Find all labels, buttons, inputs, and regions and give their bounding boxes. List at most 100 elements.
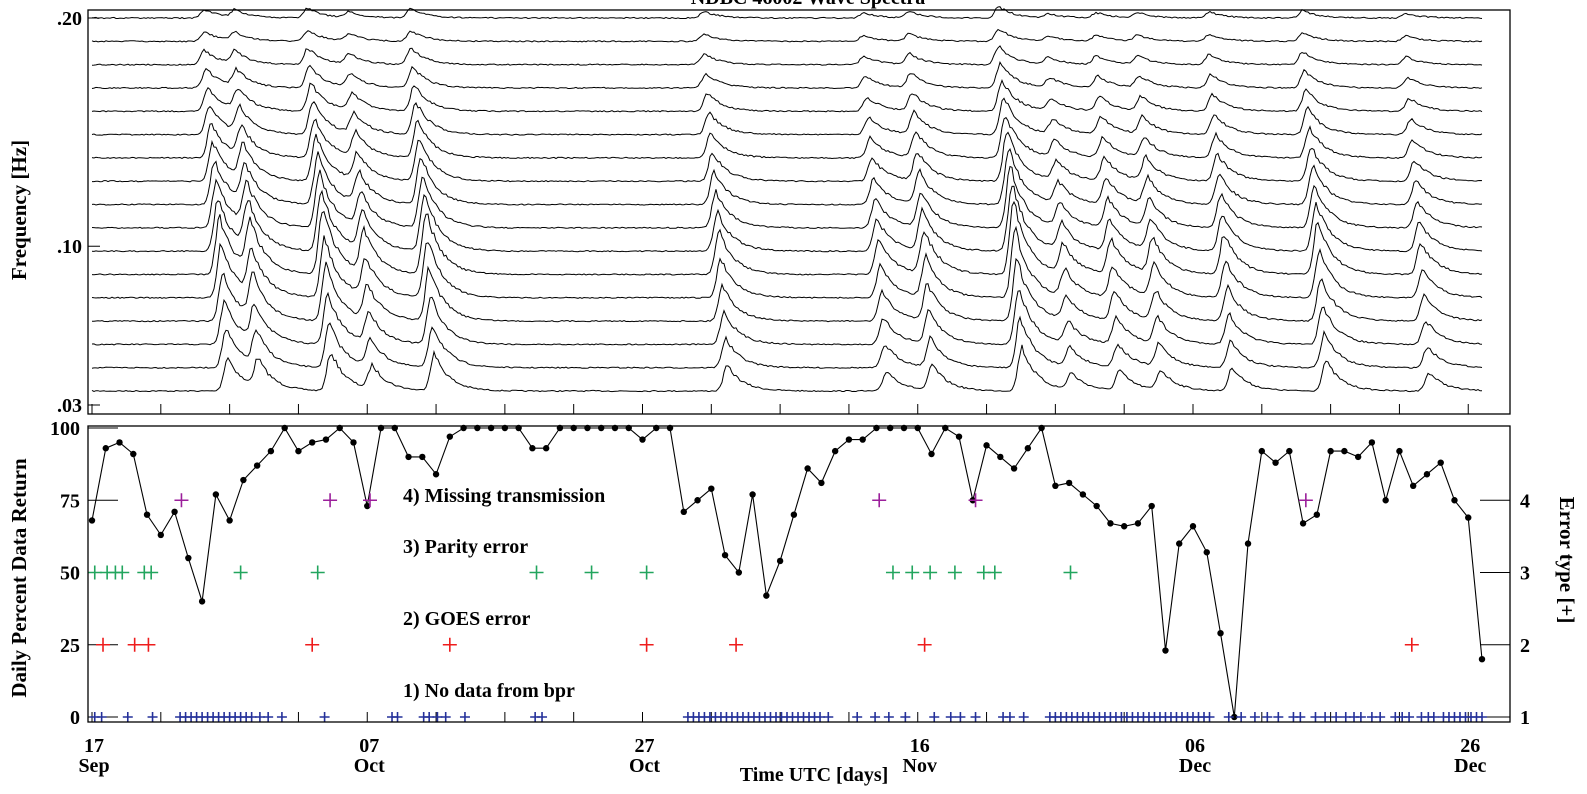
percent-return-point (253, 462, 261, 469)
no-data-bpr-marker (1320, 712, 1331, 722)
chart-title: NDBC 46002 Wave Spectra (691, 0, 926, 9)
goes-error-marker (1404, 637, 1419, 652)
spectra-panel-frame (87, 9, 1511, 415)
time-tick-label-day: 06 (1185, 735, 1205, 757)
percent-return-point (419, 453, 426, 461)
percent-return-point (997, 453, 1004, 461)
no-data-bpr-marker (122, 712, 133, 722)
percent-return-point (721, 551, 729, 559)
goes-error-marker (729, 637, 744, 652)
no-data-bpr-marker (955, 712, 966, 722)
percent-return-point (1079, 491, 1087, 498)
goes-error-marker (96, 637, 111, 652)
percent-tick-label: 25 (60, 635, 80, 657)
percent-return-point (680, 508, 687, 516)
percent-return-point (1354, 453, 1362, 461)
legend-missing-transmission: 4) Missing transmission (403, 485, 605, 507)
percent-return-point (1465, 514, 1472, 521)
goes-error-marker (639, 637, 654, 652)
time-tick-label-day: 16 (910, 735, 930, 757)
error-type-markers (87, 493, 1487, 722)
percent-return-point (171, 508, 178, 516)
no-data-bpr-marker (1004, 712, 1015, 722)
no-data-bpr-marker (1477, 712, 1487, 722)
percent-return-point (1423, 471, 1431, 478)
no-data-bpr-marker (440, 712, 451, 722)
missing-transmission-marker (872, 493, 887, 508)
time-tick-label-day: 26 (1460, 735, 1480, 757)
percent-return-line (91, 426, 1483, 718)
no-data-bpr-marker (823, 712, 834, 722)
percent-tick-label: 50 (60, 563, 80, 585)
no-data-bpr-marker (263, 712, 274, 722)
spectral-trace (91, 97, 1483, 136)
goes-error-marker (442, 637, 457, 652)
parity-error-marker (639, 565, 654, 580)
no-data-bpr-marker (1295, 712, 1306, 722)
percent-return-point (322, 436, 330, 443)
spectral-trace (91, 28, 1483, 43)
legend-no-data-bpr: 1) No data from bpr (403, 680, 575, 702)
percent-return-point (804, 465, 811, 472)
parity-error-marker (885, 565, 900, 580)
percent-return-point (88, 517, 96, 524)
no-data-bpr-marker (459, 712, 470, 722)
percent-return-point (295, 447, 302, 455)
percent-tick-label: 0 (70, 707, 80, 729)
no-data-bpr-marker (1428, 712, 1439, 722)
data-return-panel: 4) Missing transmission 3) Parity error … (7, 424, 1579, 723)
spectral-trace (91, 225, 1483, 299)
percent-return-point (1231, 713, 1238, 721)
percent-return-point (446, 433, 454, 440)
frequency-tick-label: .10 (57, 236, 82, 258)
percent-return-point (1451, 497, 1458, 504)
spectra-panel: Frequency [Hz] (7, 6, 1511, 415)
percent-return-point (749, 491, 756, 498)
percent-return-point (267, 447, 275, 455)
time-tick-label-month: Dec (1454, 755, 1486, 777)
no-data-bpr-marker (1249, 712, 1260, 722)
percent-return-point (1134, 520, 1142, 527)
spectral-trace (91, 200, 1483, 276)
no-data-bpr-marker (147, 712, 158, 722)
parity-error-marker (144, 565, 159, 580)
percent-return-point (1052, 482, 1059, 489)
frequency-tick-label: .20 (57, 8, 82, 30)
legend-parity-error: 3) Parity error (403, 536, 528, 558)
percent-return-point (845, 436, 853, 443)
data-return-panel-frame (87, 425, 1511, 723)
parity-error-marker (115, 565, 130, 580)
no-data-bpr-marker (1355, 712, 1366, 722)
goes-error-marker (141, 637, 156, 652)
percent-return-point (1286, 447, 1293, 455)
percent-return-point (1217, 629, 1224, 637)
missing-transmission-marker (968, 493, 983, 508)
error-type-tick-label: 4 (1520, 490, 1530, 512)
goes-error-marker (917, 637, 932, 652)
time-axis-label: Time UTC [days] (740, 764, 889, 786)
percent-return-point (350, 439, 357, 446)
percent-return-point (1162, 647, 1169, 654)
percent-return-point (1299, 520, 1307, 527)
no-data-bpr-marker (537, 712, 548, 722)
percent-return-point (928, 450, 935, 458)
percent-return-point (157, 531, 165, 539)
spectral-trace (91, 165, 1483, 229)
no-data-bpr-marker (929, 712, 940, 722)
parity-error-marker (584, 565, 599, 580)
percent-return-point (1024, 445, 1032, 452)
percent-return-point (130, 450, 137, 458)
percent-return-point (1120, 523, 1128, 530)
percent-return-point (364, 502, 371, 510)
time-tick-label-month: Nov (903, 755, 937, 777)
time-tick-label-day: 17 (84, 735, 104, 757)
time-tick-label-month: Dec (1179, 755, 1211, 777)
time-tick-label-month: Oct (629, 755, 660, 777)
spectral-trace (91, 185, 1483, 253)
percent-return-point (1065, 479, 1073, 487)
spectral-trace (91, 45, 1483, 66)
parity-error-marker (1063, 565, 1078, 580)
no-data-bpr-marker (870, 712, 881, 722)
percent-return-point (1396, 447, 1403, 455)
